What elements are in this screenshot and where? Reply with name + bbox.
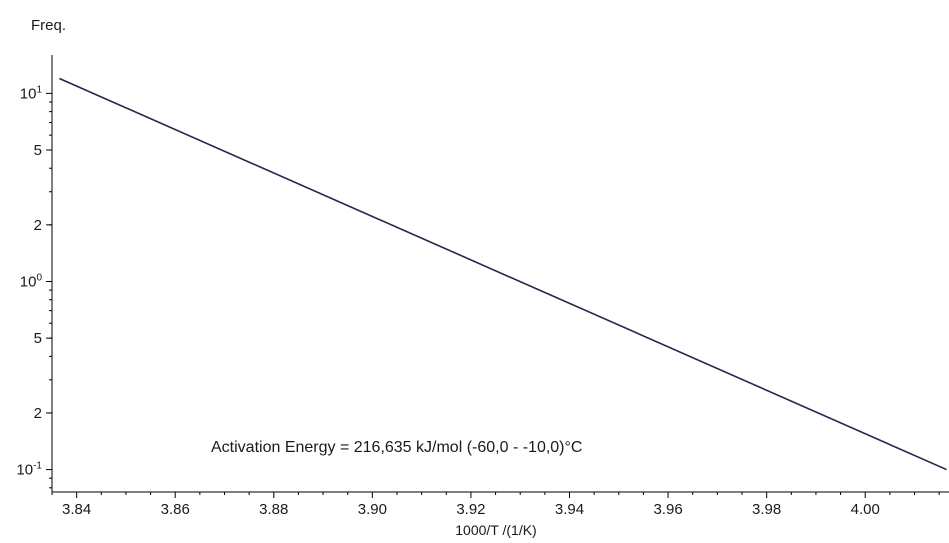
y-tick-label: 100 bbox=[20, 272, 43, 290]
y-axis-label: Freq. bbox=[31, 17, 66, 34]
x-tick-label: 3.88 bbox=[259, 501, 288, 518]
y-tick-label: 2 bbox=[34, 405, 42, 422]
activation-energy-annotation: Activation Energy = 216,635 kJ/mol (-60,… bbox=[211, 439, 582, 456]
y-tick-label: 5 bbox=[34, 330, 42, 347]
x-tick-label: 3.94 bbox=[555, 501, 584, 518]
series-layer bbox=[59, 77, 947, 471]
y-tick-label: 10-1 bbox=[16, 461, 42, 479]
x-tick-label: 3.90 bbox=[358, 501, 387, 518]
x-axis-label: 1000/T /(1/K) bbox=[455, 522, 536, 538]
y-tick-label: 101 bbox=[20, 84, 43, 102]
axes bbox=[51, 55, 949, 493]
x-tick-label: 3.98 bbox=[752, 501, 781, 518]
x-tick-label: 4.00 bbox=[851, 501, 880, 518]
y-tick-label: 2 bbox=[34, 217, 42, 234]
axis-ticks: 3.84 3.86 3.88 3.90 3.92 3.94 3.96 3.98 4.00 101 5… bbox=[16, 84, 940, 518]
y-tick-label: 5 bbox=[34, 142, 42, 159]
x-tick-label: 3.92 bbox=[456, 501, 485, 518]
series-line-0 bbox=[59, 77, 947, 471]
x-tick-label: 3.96 bbox=[653, 501, 682, 518]
x-tick-label: 3.86 bbox=[161, 501, 190, 518]
x-tick-label: 3.84 bbox=[62, 501, 91, 518]
